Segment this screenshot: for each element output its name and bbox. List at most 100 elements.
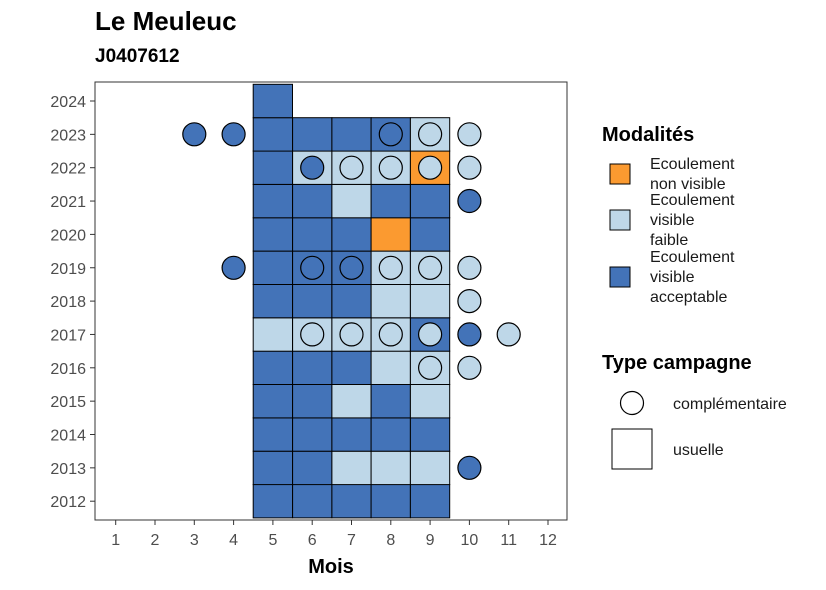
cell-2013-5 bbox=[252, 450, 293, 486]
cell-2014-8 bbox=[370, 417, 411, 452]
legend-fill-title: Modalités bbox=[602, 124, 694, 146]
cell-2015-7 bbox=[331, 384, 372, 419]
cell-2023-5 bbox=[252, 117, 293, 152]
point-2017-6 bbox=[300, 322, 325, 347]
cell-2016-5 bbox=[252, 350, 293, 386]
x-axis-title: Mois bbox=[308, 556, 354, 578]
point-2023-9 bbox=[418, 122, 443, 147]
legend-label-acceptable: visible bbox=[650, 269, 695, 286]
cell-2015-8 bbox=[370, 384, 411, 419]
cell-2015-5 bbox=[252, 384, 293, 419]
cell-2021-8 bbox=[370, 183, 411, 219]
legend-shape-title: Type campagne bbox=[602, 352, 752, 374]
cell-2012-6 bbox=[292, 484, 333, 519]
x-tick-label: 11 bbox=[500, 532, 517, 549]
point-2022-7 bbox=[339, 155, 364, 180]
cell-2019-5 bbox=[252, 250, 293, 286]
cell-2018-6 bbox=[292, 283, 333, 319]
cell-2018-7 bbox=[331, 283, 372, 319]
cell-2021-9 bbox=[409, 183, 451, 219]
point-2017-10 bbox=[457, 322, 482, 347]
cell-2021-7 bbox=[331, 183, 372, 219]
cell-2016-6 bbox=[292, 350, 333, 386]
cell-2020-8 bbox=[370, 217, 411, 252]
cell-2018-8 bbox=[370, 283, 411, 319]
cell-2024-5 bbox=[252, 83, 293, 119]
point-2019-7 bbox=[339, 255, 364, 280]
cell-2014-5 bbox=[252, 417, 293, 452]
point-2023-4 bbox=[221, 122, 246, 147]
x-tick-label: 9 bbox=[426, 532, 435, 549]
legend-label-faible: faible bbox=[650, 232, 688, 249]
cell-2021-6 bbox=[292, 183, 333, 219]
legend-key-acceptable bbox=[609, 266, 631, 288]
point-2013-10 bbox=[457, 455, 482, 480]
cell-2018-5 bbox=[252, 283, 293, 319]
legend-label-faible: Ecoulement bbox=[650, 192, 735, 209]
point-2022-9 bbox=[418, 155, 443, 180]
cell-2020-6 bbox=[292, 217, 333, 252]
x-tick-label: 8 bbox=[386, 532, 395, 549]
legend-label-non_visible: Ecoulement bbox=[650, 156, 735, 173]
complementaire-points bbox=[182, 122, 521, 480]
point-2018-10 bbox=[457, 289, 482, 314]
cell-2023-6 bbox=[292, 117, 333, 152]
cell-2015-9 bbox=[409, 384, 451, 419]
point-2019-4 bbox=[221, 255, 246, 280]
cell-2013-8 bbox=[370, 450, 411, 486]
y-tick-label: 2022 bbox=[50, 161, 86, 178]
y-tick-label: 2017 bbox=[50, 327, 86, 344]
y-tick-label: 2013 bbox=[50, 461, 86, 478]
point-2017-9 bbox=[418, 322, 443, 347]
point-2017-7 bbox=[339, 322, 364, 347]
cell-2020-5 bbox=[252, 217, 293, 252]
cell-2012-5 bbox=[252, 484, 293, 519]
point-2022-8 bbox=[378, 155, 403, 180]
x-tick-label: 4 bbox=[229, 532, 238, 549]
cell-2015-6 bbox=[292, 384, 333, 419]
point-2017-11 bbox=[496, 322, 521, 347]
x-tick-label: 2 bbox=[151, 532, 160, 549]
x-tick-label: 5 bbox=[268, 532, 277, 549]
x-tick-label: 1 bbox=[111, 532, 120, 549]
point-2016-10 bbox=[457, 355, 482, 380]
cell-2012-8 bbox=[370, 484, 411, 519]
legend-label-usuelle: usuelle bbox=[673, 442, 724, 459]
cell-2023-7 bbox=[331, 117, 372, 152]
cell-2017-5 bbox=[252, 317, 293, 352]
legend-label-acceptable: acceptable bbox=[650, 289, 727, 306]
point-2019-10 bbox=[457, 255, 482, 280]
usuelle-cells bbox=[252, 83, 451, 519]
point-2021-10 bbox=[457, 188, 482, 214]
x-tick-label: 6 bbox=[308, 532, 317, 549]
legend-label-faible: visible bbox=[650, 212, 695, 229]
x-tick-label: 10 bbox=[461, 532, 479, 549]
point-2017-8 bbox=[378, 322, 403, 347]
cell-2016-8 bbox=[370, 350, 411, 386]
chart-title: Le Meuleuc bbox=[95, 6, 237, 36]
x-tick-label: 12 bbox=[539, 532, 557, 549]
point-2019-8 bbox=[378, 255, 403, 280]
cell-2013-9 bbox=[409, 450, 451, 486]
cell-2014-7 bbox=[331, 417, 372, 452]
point-2022-6 bbox=[300, 155, 325, 180]
legend-key-usuelle bbox=[611, 428, 653, 470]
cell-2020-9 bbox=[409, 217, 451, 252]
legend-label-complementaire: complémentaire bbox=[673, 396, 787, 413]
y-tick-label: 2020 bbox=[50, 227, 86, 244]
legend-key-non_visible bbox=[609, 163, 631, 185]
y-tick-label: 2012 bbox=[50, 494, 86, 511]
cell-2021-5 bbox=[252, 183, 293, 219]
y-tick-label: 2016 bbox=[50, 361, 86, 378]
point-2022-10 bbox=[457, 155, 482, 180]
cell-2013-7 bbox=[331, 450, 372, 486]
y-tick-label: 2018 bbox=[50, 294, 86, 311]
y-tick-label: 2021 bbox=[50, 194, 86, 211]
point-2023-3 bbox=[182, 122, 207, 147]
chart-subtitle: J0407612 bbox=[95, 46, 180, 67]
cell-2016-7 bbox=[331, 350, 372, 386]
legend-label-acceptable: Ecoulement bbox=[650, 249, 735, 266]
y-tick-label: 2024 bbox=[50, 94, 86, 111]
